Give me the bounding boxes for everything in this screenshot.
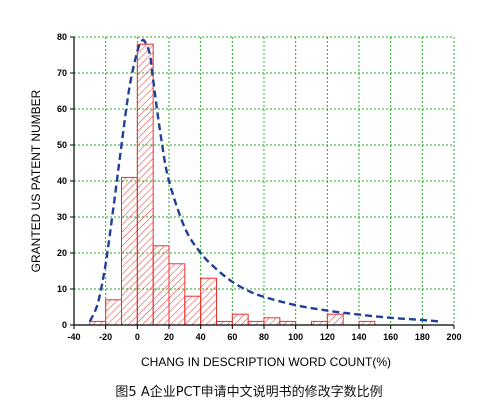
fit-curve	[88, 38, 439, 323]
y-tick-label: 50	[57, 140, 67, 150]
figure-caption: 图5 A企业PCT申请中文说明书的修改字数比例	[115, 384, 382, 400]
y-tick-label: 10	[57, 284, 67, 294]
y-tick-label: 30	[57, 212, 67, 222]
x-tick-label: 80	[259, 332, 269, 342]
x-axis-title: CHANG IN DESCRIPTION WORD COUNT(%)	[141, 355, 391, 369]
y-tick-label: 40	[57, 176, 67, 186]
y-tick-label: 70	[57, 68, 67, 78]
x-tick-label: 160	[383, 332, 398, 342]
x-tick-label: -40	[67, 332, 80, 342]
histogram-bar	[263, 317, 281, 326]
y-tick-label: 80	[57, 32, 67, 42]
histogram-bars	[89, 43, 376, 326]
y-axis-title: GRANTED US PATENT NUMBER	[29, 89, 43, 272]
histogram-bar	[231, 313, 249, 326]
x-tick-label: 60	[227, 332, 237, 342]
x-tick-label: 0	[135, 332, 140, 342]
histogram-bar	[326, 313, 344, 326]
x-tick-label: 140	[351, 332, 366, 342]
y-tick-label: 0	[62, 320, 67, 330]
histogram-bar	[184, 295, 202, 326]
histogram-bar	[136, 43, 154, 326]
histogram-bar	[200, 277, 218, 326]
x-tick-label: 120	[320, 332, 335, 342]
x-tick-label: 40	[196, 332, 206, 342]
y-tick-label: 60	[57, 104, 67, 114]
x-tick-label: 100	[288, 332, 303, 342]
x-tick-label: 20	[164, 332, 174, 342]
histogram-bar	[105, 299, 122, 326]
x-tick-label: 200	[446, 332, 461, 342]
x-tick-labels: -40 -20 0 20 40 60 80 100 120 140 160 180 200	[67, 332, 461, 342]
y-tick-labels: 0 10 20 30 40 50 60 70 80	[57, 32, 67, 330]
x-tick-label: 180	[415, 332, 430, 342]
x-tick-label: -20	[99, 332, 112, 342]
histogram-bar	[121, 176, 138, 326]
histogram-bar	[168, 263, 186, 326]
axes	[70, 36, 455, 329]
grid-lines	[74, 36, 455, 325]
y-tick-label: 20	[57, 248, 67, 258]
fit-curve-line	[88, 38, 439, 323]
histogram-bar	[152, 245, 170, 326]
